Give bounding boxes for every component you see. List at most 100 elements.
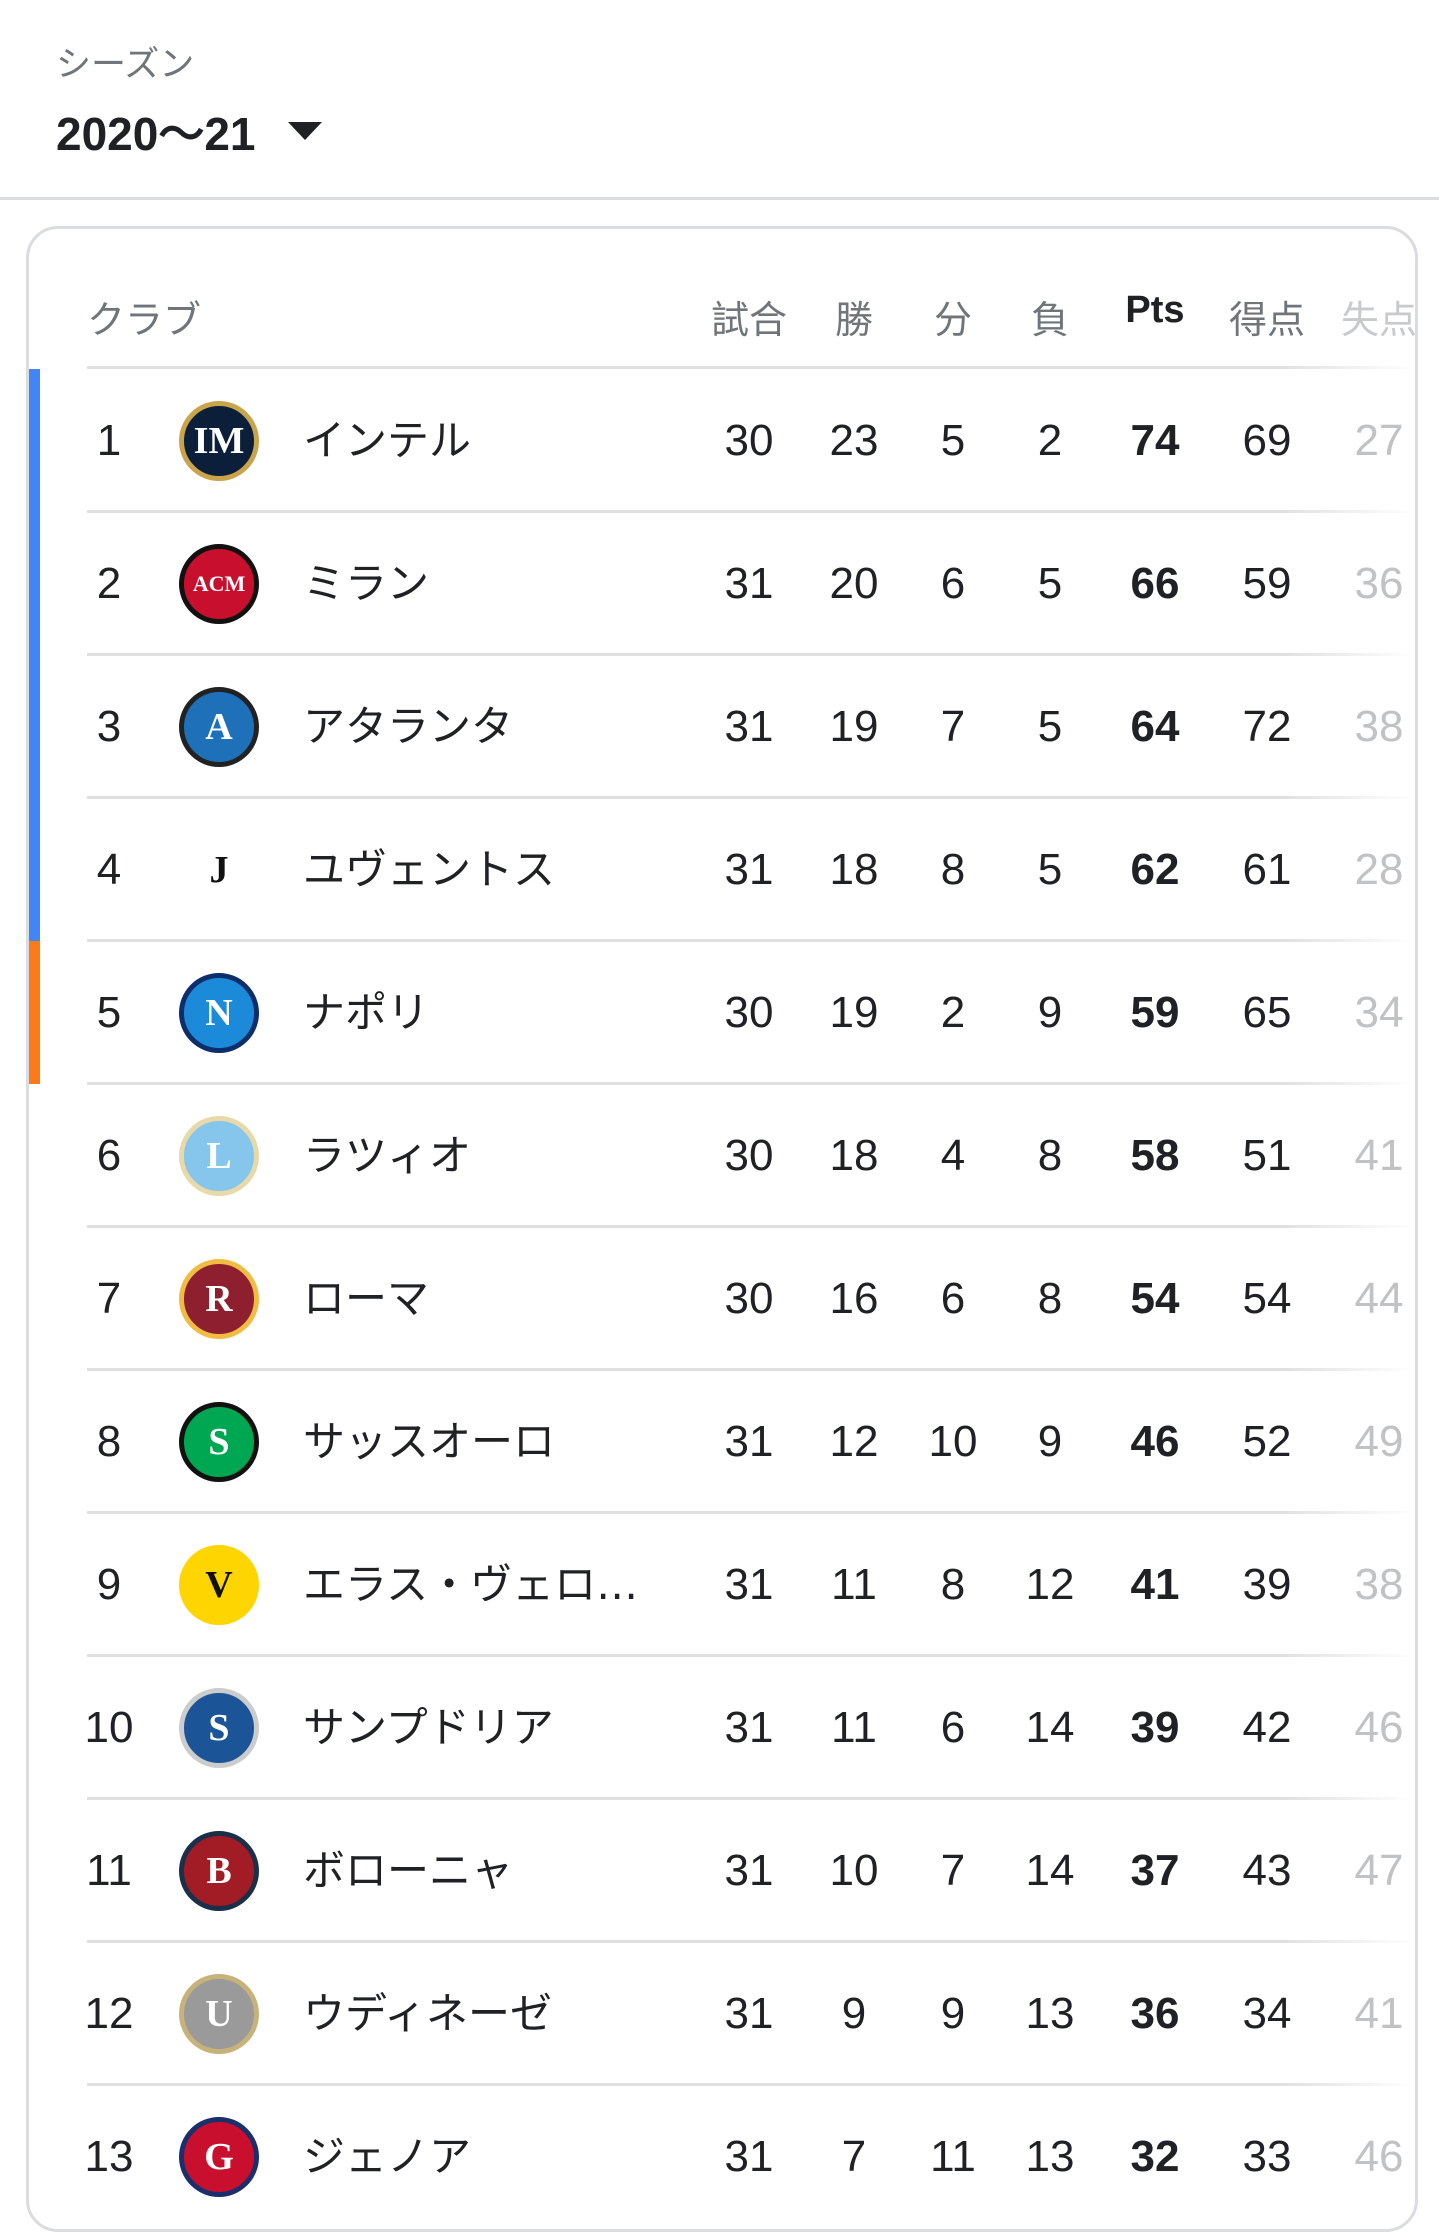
- stat-points: 37: [1130, 1846, 1180, 1895]
- table-row[interactable]: 4 J ユヴェントス 31 18 8 5 62 61 28: [29, 798, 1415, 941]
- header-played[interactable]: 試合: [710, 298, 787, 342]
- qualification-indicator: [29, 369, 40, 512]
- club-name[interactable]: インテル: [303, 416, 472, 465]
- stat-points: 59: [1130, 988, 1180, 1037]
- club-logo-icon: IM: [179, 401, 259, 481]
- club-name[interactable]: エラス・ヴェロ…: [303, 1560, 639, 1609]
- stat-goals-for: 54: [1242, 1274, 1292, 1323]
- section-divider: [0, 197, 1439, 200]
- season-selector-section: シーズン 2020〜21: [56, 0, 1439, 198]
- stat-goals-for: 72: [1242, 702, 1292, 751]
- club-name[interactable]: サッスオーロ: [303, 1417, 556, 1466]
- rank: 1: [96, 416, 122, 465]
- row-divider: [87, 1940, 1415, 1943]
- rank: 9: [96, 1560, 122, 1609]
- stat-lost: 5: [1037, 559, 1063, 608]
- stat-lost: 9: [1037, 988, 1063, 1037]
- stat-won: 19: [829, 988, 879, 1037]
- header-drawn[interactable]: 分: [933, 298, 972, 342]
- row-divider: [87, 2083, 1415, 2086]
- stat-drawn: 2: [940, 988, 966, 1037]
- row-divider: [87, 653, 1415, 656]
- stat-goals-for: 33: [1242, 2132, 1292, 2181]
- stat-lost: 13: [1025, 2132, 1075, 2181]
- header-lost[interactable]: 負: [1030, 298, 1069, 342]
- season-dropdown[interactable]: 2020〜21: [56, 98, 322, 164]
- stat-lost: 8: [1037, 1274, 1063, 1323]
- table-row[interactable]: 11 B ボローニャ 31 10 7 14 37 43 47: [29, 1799, 1415, 1942]
- stat-played: 31: [724, 559, 774, 608]
- table-row[interactable]: 7 R ローマ 30 16 6 8 54 54 44: [29, 1227, 1415, 1370]
- table-row[interactable]: 6 L ラツィオ 30 18 4 8 58 51 41: [29, 1084, 1415, 1227]
- stat-points: 54: [1130, 1274, 1180, 1323]
- club-name[interactable]: ボローニャ: [303, 1846, 514, 1895]
- club-name[interactable]: サンプドリア: [303, 1703, 554, 1752]
- club-name[interactable]: ローマ: [303, 1274, 430, 1323]
- stat-points: 32: [1130, 2132, 1180, 2181]
- header-points[interactable]: Pts: [1125, 289, 1185, 331]
- stat-goals-against: 41: [1354, 1131, 1404, 1180]
- stat-played: 30: [724, 1274, 774, 1323]
- club-name[interactable]: ジェノア: [303, 2132, 472, 2181]
- stat-goals-against: 34: [1354, 988, 1404, 1037]
- stat-points: 62: [1130, 845, 1180, 894]
- stat-won: 7: [841, 2132, 867, 2181]
- stat-played: 31: [724, 845, 774, 894]
- club-name[interactable]: ウディネーゼ: [303, 1989, 553, 2038]
- header-club[interactable]: クラブ: [87, 298, 202, 342]
- row-divider: [87, 1225, 1415, 1228]
- table-row[interactable]: 10 S サンプドリア 31 11 6 14 39 42 46: [29, 1656, 1415, 1799]
- qualification-indicator: [29, 512, 40, 655]
- club-name[interactable]: ユヴェントス: [303, 845, 556, 894]
- stat-goals-for: 42: [1242, 1703, 1292, 1752]
- club-logo-icon: J: [179, 830, 259, 910]
- header-won[interactable]: 勝: [834, 298, 873, 342]
- stat-goals-for: 59: [1242, 559, 1292, 608]
- club-name[interactable]: アタランタ: [303, 702, 514, 751]
- stat-points: 41: [1130, 1560, 1180, 1609]
- table-row[interactable]: 1 IM インテル 30 23 5 2 74 69 27: [29, 369, 1415, 512]
- stat-played: 30: [724, 988, 774, 1037]
- stat-goals-for: 69: [1242, 416, 1292, 465]
- table-row[interactable]: 12 U ウディネーゼ 31 9 9 13 36 34 41: [29, 1942, 1415, 2085]
- rank: 2: [96, 559, 122, 608]
- stat-lost: 5: [1037, 702, 1063, 751]
- table-row[interactable]: 5 N ナポリ 30 19 2 9 59 65 34: [29, 941, 1415, 1084]
- header-goals-for[interactable]: 得点: [1228, 298, 1305, 342]
- club-logo-icon: S: [179, 1688, 259, 1768]
- qualification-indicator: [29, 655, 40, 798]
- row-divider: [87, 1797, 1415, 1800]
- rank: 8: [96, 1417, 122, 1466]
- stat-goals-for: 52: [1242, 1417, 1292, 1466]
- club-logo-icon: G: [179, 2117, 259, 2197]
- table-row[interactable]: 13 G ジェノア 31 7 11 13 32 33 46: [29, 2085, 1415, 2228]
- stat-won: 11: [831, 1703, 877, 1752]
- table-row[interactable]: 2 ACM ミラン 31 20 6 5 66 59 36: [29, 512, 1415, 655]
- header-goals-against[interactable]: 失点: [1340, 298, 1417, 342]
- stat-points: 36: [1130, 1989, 1180, 2038]
- rank: 12: [84, 1989, 134, 2038]
- table-row[interactable]: 8 S サッスオーロ 31 12 10 9 46 52 49: [29, 1370, 1415, 1513]
- stat-played: 31: [724, 1560, 774, 1609]
- stat-won: 23: [829, 416, 879, 465]
- club-name[interactable]: ラツィオ: [303, 1131, 472, 1180]
- stat-points: 46: [1130, 1417, 1180, 1466]
- stat-goals-for: 65: [1242, 988, 1292, 1037]
- table-row[interactable]: 3 A アタランタ 31 19 7 5 64 72 38: [29, 655, 1415, 798]
- dropdown-caret-icon: [287, 122, 322, 140]
- rank: 6: [96, 1131, 122, 1180]
- rank: 7: [96, 1274, 122, 1323]
- stat-goals-against: 27: [1354, 416, 1404, 465]
- stat-lost: 13: [1025, 1989, 1075, 2038]
- club-name[interactable]: ミラン: [303, 559, 430, 608]
- table-header: クラブ 試合 勝 分 負 Pts 得点 失点: [29, 229, 1415, 369]
- stat-goals-against: 46: [1354, 2132, 1404, 2181]
- stat-goals-against: 47: [1354, 1846, 1404, 1895]
- row-divider: [87, 1082, 1415, 1085]
- stat-won: 18: [829, 845, 879, 894]
- club-name[interactable]: ナポリ: [303, 988, 430, 1037]
- table-row[interactable]: 9 V エラス・ヴェロ… 31 11 8 12 41 39 38: [29, 1513, 1415, 1656]
- rank: 11: [86, 1846, 132, 1895]
- stat-lost: 9: [1037, 1417, 1063, 1466]
- stat-played: 31: [724, 1846, 774, 1895]
